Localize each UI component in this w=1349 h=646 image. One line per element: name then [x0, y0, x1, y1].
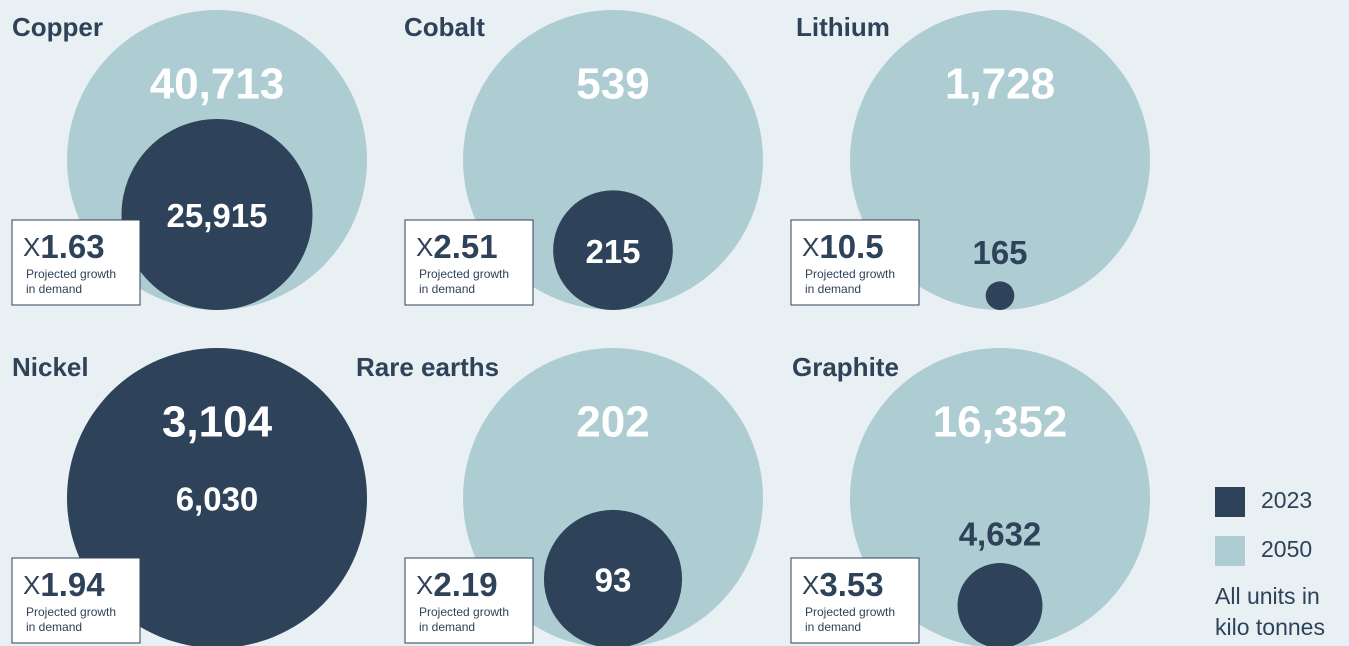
units-note: kilo tonnes	[1215, 614, 1325, 640]
growth-label: X1.63	[23, 228, 105, 265]
growth-caption: Projected growth	[805, 605, 895, 619]
growth-caption: in demand	[26, 282, 82, 296]
growth-label: X1.94	[23, 566, 105, 603]
growth-box	[404, 557, 534, 644]
bubble-2023	[543, 509, 683, 646]
bubble-2023	[957, 563, 1043, 646]
growth-box	[790, 219, 920, 306]
growth-value: 10.5	[819, 228, 883, 265]
panel-title: Copper	[12, 12, 103, 42]
growth-label: X3.53	[802, 566, 884, 603]
growth-prefix: X	[802, 232, 819, 262]
bubble-2023	[121, 119, 313, 310]
growth-box	[404, 219, 534, 306]
value-2023-label: 25,915	[167, 197, 268, 234]
growth-caption: in demand	[805, 282, 861, 296]
growth-caption: Projected growth	[26, 267, 116, 281]
value-2050-label: 202	[576, 398, 649, 447]
legend-label: 2023	[1261, 487, 1312, 513]
growth-caption: Projected growth	[419, 267, 509, 281]
growth-label: X10.5	[802, 228, 884, 265]
growth-value: 2.51	[433, 228, 497, 265]
panel-title: Nickel	[12, 352, 89, 382]
growth-caption: Projected growth	[419, 605, 509, 619]
legend-label: 2050	[1261, 536, 1312, 562]
value-2050-label: 1,728	[945, 60, 1055, 109]
bubble-2050	[463, 348, 763, 646]
bubble-2023	[553, 190, 673, 310]
bubble-2023	[985, 281, 1015, 311]
growth-value: 3.53	[819, 566, 883, 603]
value-2050-label: 539	[576, 60, 649, 109]
growth-caption: in demand	[419, 620, 475, 634]
value-2023-label: 4,632	[959, 516, 1042, 553]
growth-caption: in demand	[419, 282, 475, 296]
growth-prefix: X	[416, 232, 433, 262]
value-2050-label: 3,104	[162, 398, 273, 447]
growth-prefix: X	[802, 570, 819, 600]
growth-box	[790, 557, 920, 644]
growth-value: 1.94	[40, 566, 105, 603]
growth-box	[11, 557, 141, 644]
units-note: All units in	[1215, 583, 1320, 609]
bubble-2050	[463, 10, 763, 310]
growth-box	[11, 219, 141, 306]
growth-prefix: X	[23, 232, 40, 262]
legend-swatch	[1215, 536, 1245, 566]
growth-prefix: X	[23, 570, 40, 600]
bubble-2050	[850, 348, 1150, 646]
growth-value: 1.63	[40, 228, 104, 265]
growth-label: X2.51	[416, 228, 498, 265]
bubble-2050	[850, 10, 1150, 310]
value-2050-label: 40,713	[150, 60, 285, 109]
value-2023-label: 6,030	[176, 481, 259, 518]
bubble-2023	[67, 348, 367, 646]
growth-caption: Projected growth	[805, 267, 895, 281]
value-2023-label: 215	[585, 233, 640, 270]
growth-label: X2.19	[416, 566, 498, 603]
growth-prefix: X	[416, 570, 433, 600]
panel-title: Lithium	[796, 12, 890, 42]
growth-value: 2.19	[433, 566, 497, 603]
panel-title: Graphite	[792, 352, 899, 382]
panel-title: Rare earths	[356, 352, 499, 382]
growth-caption: Projected growth	[26, 605, 116, 619]
growth-caption: in demand	[805, 620, 861, 634]
value-2023-label: 165	[972, 234, 1027, 271]
panel-title: Cobalt	[404, 12, 485, 42]
growth-caption: in demand	[26, 620, 82, 634]
legend-swatch	[1215, 487, 1245, 517]
value-2023-label: 93	[595, 562, 632, 599]
value-2050-label: 16,352	[933, 398, 1068, 447]
